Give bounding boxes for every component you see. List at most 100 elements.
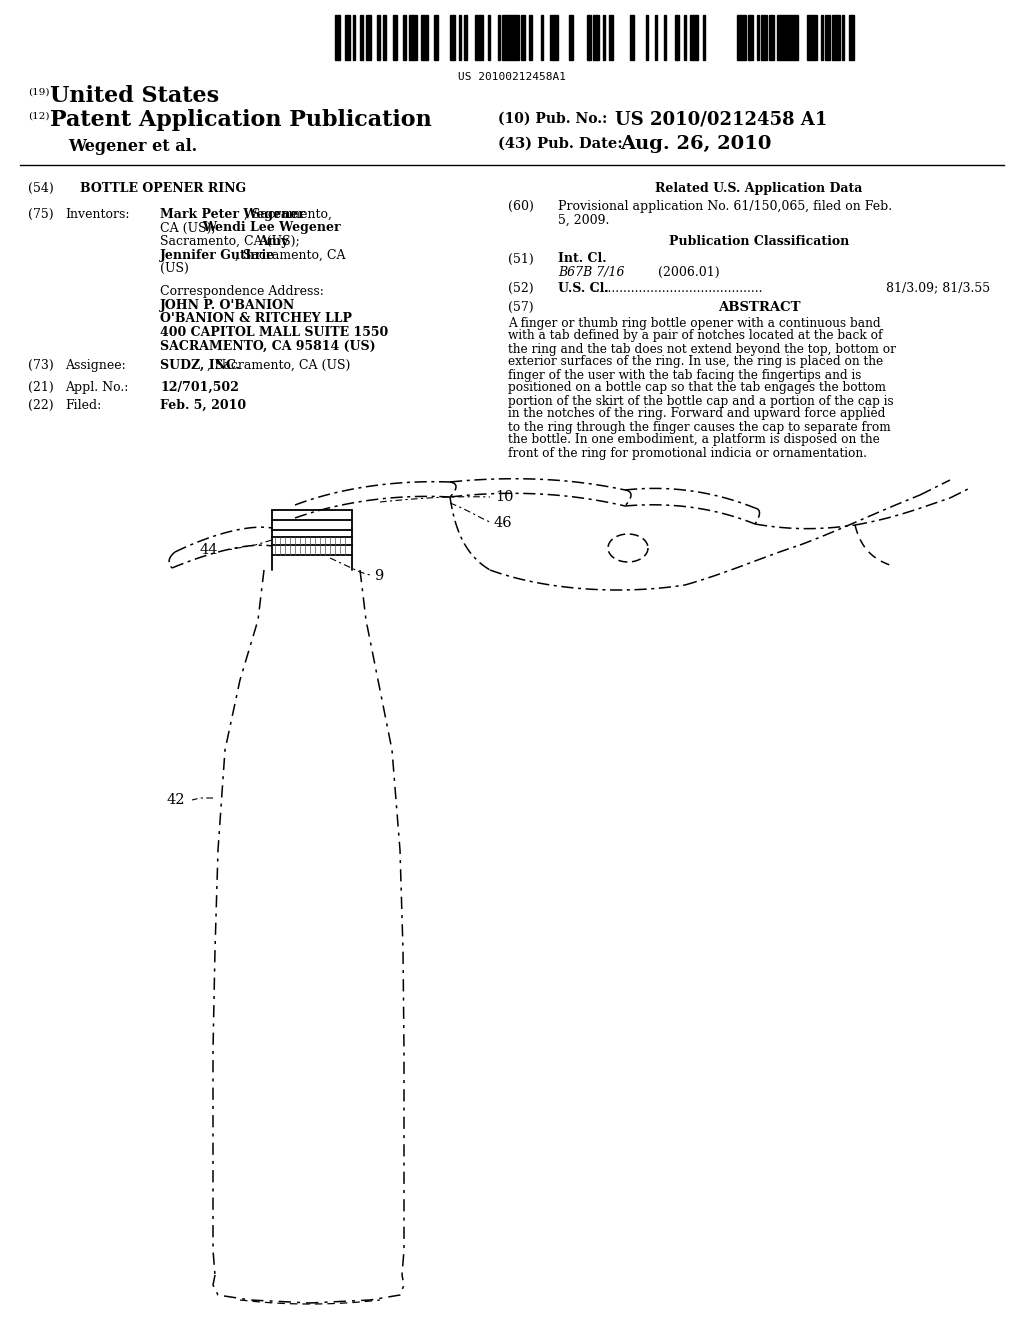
- Text: Publication Classification: Publication Classification: [669, 235, 849, 248]
- Bar: [831, 15, 834, 59]
- Text: BOTTLE OPENER RING: BOTTLE OPENER RING: [80, 182, 246, 195]
- Bar: [521, 15, 523, 59]
- Text: United States: United States: [50, 84, 219, 107]
- Text: ............................................: ........................................…: [593, 281, 764, 294]
- Bar: [393, 15, 395, 59]
- Text: SACRAMENTO, CA 95814 (US): SACRAMENTO, CA 95814 (US): [160, 339, 376, 352]
- Text: the ring and the tab does not extend beyond the top, bottom or: the ring and the tab does not extend bey…: [508, 342, 896, 355]
- Bar: [842, 15, 844, 59]
- Bar: [498, 15, 500, 59]
- Text: Inventors:: Inventors:: [65, 209, 129, 220]
- Text: Correspondence Address:: Correspondence Address:: [160, 285, 324, 298]
- Text: finger of the user with the tab facing the fingertips and is: finger of the user with the tab facing t…: [508, 368, 861, 381]
- Bar: [511, 15, 513, 59]
- Bar: [587, 15, 589, 59]
- Text: A finger or thumb ring bottle opener with a continuous band: A finger or thumb ring bottle opener wit…: [508, 317, 881, 330]
- Text: Wendi Lee Wegener: Wendi Lee Wegener: [202, 222, 341, 235]
- Text: (10) Pub. No.:: (10) Pub. No.:: [498, 112, 607, 125]
- Text: (21): (21): [28, 380, 53, 393]
- Bar: [507, 15, 511, 59]
- Bar: [523, 15, 525, 59]
- Text: 10: 10: [495, 490, 513, 504]
- Bar: [757, 15, 759, 59]
- Bar: [684, 15, 686, 59]
- Bar: [794, 15, 798, 59]
- Bar: [541, 15, 543, 59]
- Text: Appl. No.:: Appl. No.:: [65, 380, 128, 393]
- Text: Assignee:: Assignee:: [65, 359, 126, 372]
- Bar: [785, 15, 787, 59]
- Bar: [603, 15, 605, 59]
- Bar: [836, 15, 840, 59]
- Bar: [664, 15, 666, 59]
- Text: (54): (54): [28, 182, 53, 195]
- Bar: [529, 15, 532, 59]
- Text: Filed:: Filed:: [65, 399, 101, 412]
- Bar: [421, 15, 424, 59]
- Text: , Sacramento,: , Sacramento,: [245, 209, 332, 220]
- Bar: [450, 15, 453, 59]
- Text: 44: 44: [200, 543, 218, 557]
- Bar: [815, 15, 817, 59]
- Text: front of the ring for promotional indicia or ornamentation.: front of the ring for promotional indici…: [508, 446, 867, 459]
- Text: with a tab defined by a pair of notches located at the back of: with a tab defined by a pair of notches …: [508, 330, 883, 342]
- Bar: [821, 15, 823, 59]
- Bar: [414, 15, 417, 59]
- Bar: [595, 15, 597, 59]
- Bar: [763, 15, 767, 59]
- Bar: [609, 15, 613, 59]
- Bar: [360, 15, 362, 59]
- Bar: [812, 15, 815, 59]
- Bar: [488, 15, 490, 59]
- Bar: [345, 15, 350, 59]
- Bar: [589, 15, 591, 59]
- Bar: [377, 15, 380, 59]
- Text: Patent Application Publication: Patent Application Publication: [50, 110, 432, 131]
- Bar: [739, 15, 742, 59]
- Bar: [779, 15, 783, 59]
- Bar: [434, 15, 436, 59]
- Bar: [409, 15, 412, 59]
- Text: US 20100212458A1: US 20100212458A1: [458, 73, 566, 82]
- Bar: [630, 15, 634, 59]
- Bar: [353, 15, 355, 59]
- Bar: [475, 15, 478, 59]
- Bar: [646, 15, 648, 59]
- Bar: [696, 15, 698, 59]
- Text: (19): (19): [28, 88, 49, 96]
- Text: O'BANION & RITCHEY LLP: O'BANION & RITCHEY LLP: [160, 313, 352, 326]
- Bar: [403, 15, 406, 59]
- Bar: [761, 15, 763, 59]
- Bar: [502, 15, 505, 59]
- Bar: [737, 15, 739, 59]
- Text: (43) Pub. Date:: (43) Pub. Date:: [498, 137, 623, 150]
- Text: (52): (52): [508, 281, 534, 294]
- Bar: [593, 15, 595, 59]
- Text: (22): (22): [28, 399, 53, 412]
- Bar: [436, 15, 438, 59]
- Bar: [807, 15, 812, 59]
- Text: 5, 2009.: 5, 2009.: [558, 214, 609, 227]
- Bar: [825, 15, 830, 59]
- Text: Related U.S. Application Data: Related U.S. Application Data: [655, 182, 862, 195]
- Bar: [412, 15, 414, 59]
- Bar: [690, 15, 693, 59]
- Bar: [464, 15, 467, 59]
- Bar: [693, 15, 696, 59]
- Bar: [395, 15, 397, 59]
- Bar: [335, 15, 338, 59]
- Bar: [424, 15, 428, 59]
- Bar: [703, 15, 705, 59]
- Bar: [453, 15, 455, 59]
- Bar: [550, 15, 553, 59]
- Text: Aug. 26, 2010: Aug. 26, 2010: [620, 135, 771, 153]
- Text: Provisional application No. 61/150,065, filed on Feb.: Provisional application No. 61/150,065, …: [558, 201, 892, 213]
- Text: Wegener et al.: Wegener et al.: [68, 139, 198, 154]
- Text: US 2010/0212458 A1: US 2010/0212458 A1: [615, 110, 827, 128]
- Bar: [677, 15, 679, 59]
- Text: to the ring through the finger causes the cap to separate from: to the ring through the finger causes th…: [508, 421, 891, 433]
- Text: , Sacramento, CA (US): , Sacramento, CA (US): [207, 359, 350, 372]
- Text: portion of the skirt of the bottle cap and a portion of the cap is: portion of the skirt of the bottle cap a…: [508, 395, 894, 408]
- Bar: [783, 15, 785, 59]
- Bar: [769, 15, 774, 59]
